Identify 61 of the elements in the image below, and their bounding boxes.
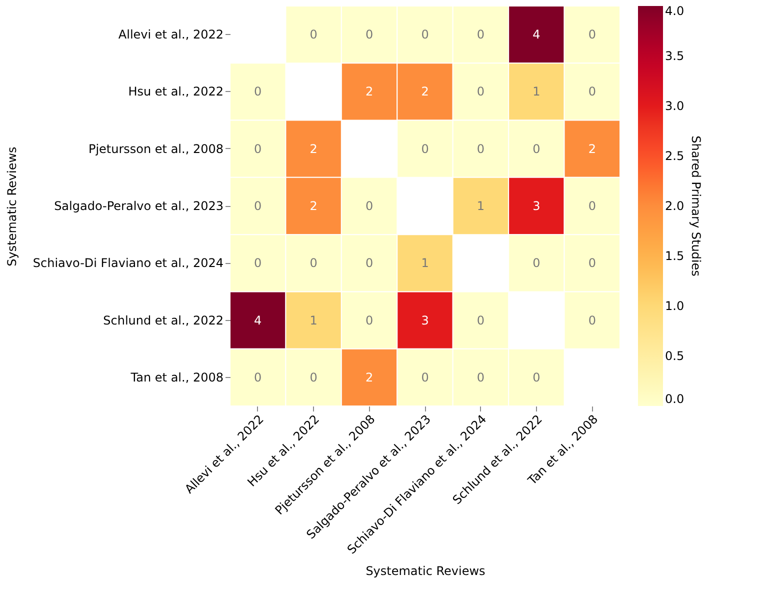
data-label: 0 (421, 370, 429, 384)
data-label: 0 (476, 370, 485, 384)
data-label: 0 (588, 199, 596, 213)
data-label: 2 (421, 84, 429, 99)
data-label: 0 (254, 199, 262, 213)
data-label: 0 (588, 28, 596, 42)
data-label: 0 (254, 84, 262, 99)
data-label: 0 (254, 370, 262, 384)
data-label: 0 (476, 142, 485, 156)
data-label: 4 (532, 28, 540, 42)
data-label: 0 (476, 28, 485, 42)
data-label: 0 (310, 370, 318, 384)
color-bar-label: 3.5 (665, 49, 684, 63)
data-label: 2 (365, 370, 374, 384)
data-label: 2 (588, 142, 596, 156)
data-label: 1 (532, 84, 540, 99)
data-label: 0 (365, 199, 374, 213)
data-label: 0 (310, 256, 318, 270)
y-tick-label: Schiavo-Di Flaviano et al., 2024 (32, 256, 224, 270)
y-tick-label: Salgado-Peralvo et al., 2023 (54, 199, 224, 213)
color-bar-label: 0.5 (665, 349, 684, 363)
data-label: 1 (476, 199, 485, 213)
data-label: 0 (254, 142, 262, 156)
y-tick-label: Tan et al., 2008 (130, 370, 224, 384)
color-bar-title: Shared Primary Studies (689, 136, 703, 276)
data-label: 0 (254, 256, 262, 270)
color-bar-label: 3.0 (665, 99, 684, 113)
data-label: 0 (476, 84, 485, 99)
data-label: 2 (310, 142, 318, 156)
data-label: 0 (476, 313, 485, 328)
data-label: 0 (532, 256, 540, 270)
data-label: 1 (310, 313, 318, 328)
y-tick-label: Allevi et al., 2022 (118, 28, 224, 42)
y-axis-title: Systematic Reviews (4, 146, 19, 266)
data-label: 3 (532, 199, 540, 213)
data-label: 0 (532, 370, 540, 384)
data-label: 0 (310, 28, 318, 42)
data-label: 0 (421, 142, 429, 156)
data-label: 4 (254, 313, 262, 328)
y-tick-label: Schlund et al., 2022 (103, 313, 224, 328)
color-bar-label: 4.0 (665, 4, 684, 18)
data-label: 0 (532, 142, 540, 156)
data-label: 1 (421, 256, 429, 270)
data-label: 0 (365, 256, 374, 270)
color-bar-label: 0.0 (665, 392, 684, 406)
color-bar-label: 2.5 (665, 149, 684, 163)
data-label: 0 (421, 28, 429, 42)
data-label: 2 (310, 199, 318, 213)
data-label: 2 (365, 84, 374, 99)
data-label: 0 (588, 84, 596, 99)
data-label: 3 (421, 313, 429, 328)
x-axis-title: Systematic Reviews (366, 564, 486, 578)
data-label: 0 (365, 28, 374, 42)
color-bar-label: 2.0 (665, 199, 684, 213)
y-tick-label: Pjetursson et al., 2008 (88, 142, 224, 156)
color-bar-label: 1.0 (665, 299, 684, 313)
data-label: 0 (588, 313, 596, 328)
data-label: 0 (365, 313, 374, 328)
y-tick-label: Hsu et al., 2022 (128, 84, 224, 99)
color-bar-label: 1.5 (665, 249, 684, 263)
data-label: 0 (588, 256, 596, 270)
